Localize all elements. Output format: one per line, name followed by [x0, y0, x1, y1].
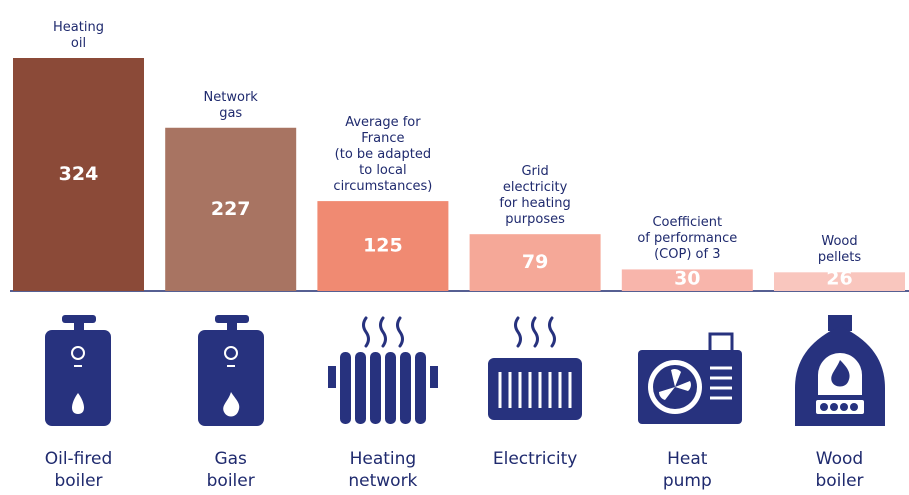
- bar-annotation: Average for France (to be adapted to loc…: [333, 115, 433, 195]
- value-label: 30: [674, 268, 700, 290]
- value-label: 26: [826, 268, 852, 290]
- icon-heat-pump: [638, 332, 742, 424]
- bar: [621, 269, 753, 291]
- category-label: Heating network: [348, 449, 418, 491]
- category-label: Heat pump: [662, 449, 712, 491]
- bar-annotation: Heating oil: [53, 20, 104, 51]
- bar-annotation: Grid electricity for heating purposes: [499, 164, 571, 228]
- category-label: Gas boiler: [206, 449, 255, 491]
- bar: [13, 58, 144, 291]
- value-label: 227: [211, 198, 251, 220]
- icon-electric-radiator: [488, 316, 582, 420]
- category-label: Oil-fired boiler: [44, 449, 113, 491]
- icon-oil-boiler: [45, 315, 111, 426]
- bar: [165, 127, 297, 292]
- value-label: 79: [522, 251, 548, 273]
- bar-annotation: Coefficient of performance (COP) of 3: [637, 215, 738, 263]
- category-label: Electricity: [492, 449, 578, 469]
- category-label: Wood boiler: [815, 449, 864, 491]
- icon-gas-boiler: [198, 315, 264, 426]
- bar: [317, 201, 449, 291]
- icon-radiator: [328, 316, 438, 424]
- icon-wood-boiler: [795, 315, 885, 426]
- value-label: 125: [363, 235, 403, 257]
- bar: [469, 234, 601, 291]
- bar-annotation: Wood pellets: [817, 234, 862, 266]
- value-label: 324: [59, 163, 99, 185]
- bar: [774, 272, 905, 291]
- bar-annotation: Network gas: [203, 89, 258, 121]
